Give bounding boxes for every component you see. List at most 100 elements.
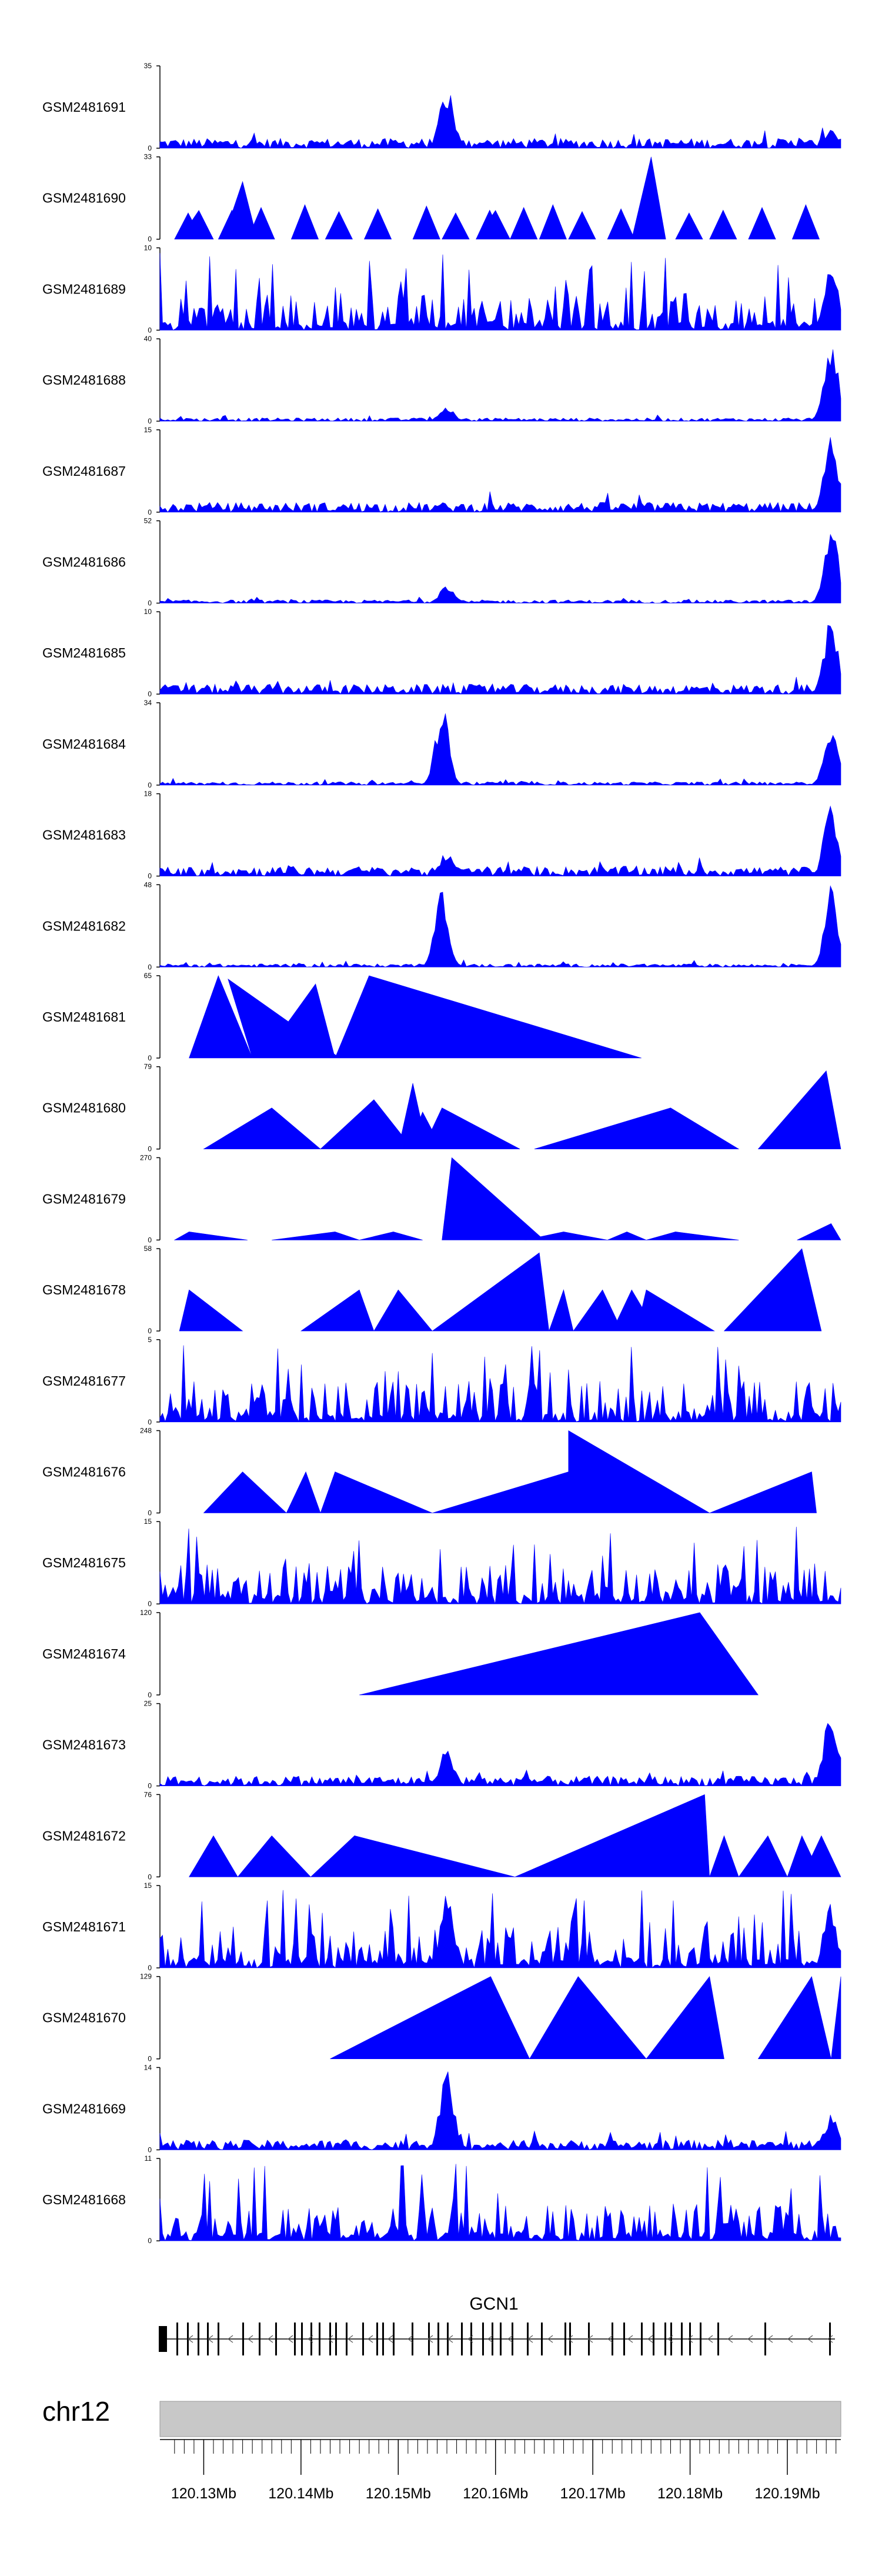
y-min-label: 0 xyxy=(148,872,152,880)
strand-arrow xyxy=(188,2335,193,2343)
gene-exon xyxy=(500,2323,502,2355)
track-gsm2481691: GSM2481691 35 0 xyxy=(42,62,841,152)
signal-area xyxy=(159,437,841,513)
track-gsm2481683: GSM2481683 18 0 xyxy=(42,790,841,880)
track-label: GSM2481685 xyxy=(42,645,126,660)
track-gsm2481675: GSM2481675 15 0 xyxy=(42,1517,841,1608)
x-axis: 120.13Mb 120.14Mb 120.15Mb 120.16Mb 120.17Mb… xyxy=(160,2439,841,2502)
y-max-label: 33 xyxy=(144,153,152,161)
signal-area xyxy=(159,253,841,331)
track-gsm2481681: GSM2481681 65 0 xyxy=(42,972,642,1062)
y-min-label: 0 xyxy=(148,2145,152,2154)
y-min-label: 0 xyxy=(148,1327,152,1335)
track-label: GSM2481671 xyxy=(42,1919,126,1934)
track-gsm2481687: GSM2481687 15 0 xyxy=(42,426,841,516)
track-gsm2481676: GSM2481676 248 0 xyxy=(42,1427,817,1517)
track-label: GSM2481691 xyxy=(42,99,126,115)
strand-arrow xyxy=(467,2335,473,2343)
x-tick-label: 120.18Mb xyxy=(657,2485,723,2502)
strand-arrow xyxy=(727,2335,733,2343)
gene-exon xyxy=(294,2323,296,2355)
gene-exon xyxy=(310,2323,312,2355)
track-gsm2481682: GSM2481682 48 0 xyxy=(42,880,841,971)
y-max-label: 270 xyxy=(140,1153,152,1162)
signal-area xyxy=(174,156,820,239)
signal-area xyxy=(159,95,841,149)
track-label: GSM2481686 xyxy=(42,555,126,570)
y-min-label: 0 xyxy=(148,1782,152,1790)
gene-exon xyxy=(700,2323,701,2355)
track-gsm2481669: GSM2481669 14 0 xyxy=(42,2063,841,2154)
y-min-label: 0 xyxy=(148,2237,152,2245)
track-label: GSM2481674 xyxy=(42,1646,126,1661)
y-max-label: 15 xyxy=(144,1517,152,1526)
gene-exon xyxy=(612,2323,613,2355)
signal-area xyxy=(203,1070,841,1149)
gene-model xyxy=(159,2323,835,2355)
strand-arrow xyxy=(228,2335,233,2343)
gene-exon xyxy=(301,2323,303,2355)
y-max-label: 79 xyxy=(144,1063,152,1071)
gene-exon xyxy=(664,2323,666,2355)
strand-arrow xyxy=(807,2335,813,2343)
signal-area xyxy=(179,1248,822,1332)
y-min-label: 0 xyxy=(148,235,152,243)
track-gsm2481684: GSM2481684 34 0 xyxy=(42,699,841,789)
y-max-label: 129 xyxy=(140,1973,152,1981)
track-label: GSM2481677 xyxy=(42,1373,126,1389)
gene-exon xyxy=(362,2323,364,2355)
strand-arrow xyxy=(827,2335,833,2343)
gene-exon xyxy=(564,2323,566,2355)
gene-name: GCN1 xyxy=(469,2294,518,2314)
track-gsm2481689: GSM2481689 10 0 xyxy=(42,243,841,334)
track-label: GSM2481687 xyxy=(42,463,126,479)
y-max-label: 10 xyxy=(144,608,152,616)
gene-exon xyxy=(482,2323,484,2355)
y-max-label: 52 xyxy=(144,517,152,525)
track-gsm2481670: GSM2481670 129 0 xyxy=(42,1973,841,2063)
track-label: GSM2481679 xyxy=(42,1191,126,1206)
signal-area xyxy=(159,625,841,695)
track-gsm2481688: GSM2481688 40 0 xyxy=(42,335,841,425)
y-max-label: 14 xyxy=(144,2063,152,2071)
y-max-label: 15 xyxy=(144,426,152,434)
y-max-label: 48 xyxy=(144,880,152,889)
signal-area xyxy=(189,975,642,1059)
strand-arrow xyxy=(288,2335,293,2343)
signal-area xyxy=(159,885,841,967)
y-min-label: 0 xyxy=(148,508,152,516)
track-label: GSM2481678 xyxy=(42,1282,126,1297)
strand-arrow xyxy=(387,2335,393,2343)
track-gsm2481686: GSM2481686 52 0 xyxy=(42,517,841,608)
strand-arrow xyxy=(547,2335,553,2343)
y-max-label: 11 xyxy=(145,2154,152,2163)
track-label: GSM2481684 xyxy=(42,736,126,752)
gene-exon xyxy=(689,2323,691,2355)
chromosome-ideogram xyxy=(159,2401,841,2437)
strand-arrow xyxy=(527,2335,533,2343)
signal-area xyxy=(159,1890,841,1968)
strand-arrow xyxy=(308,2335,313,2343)
gene-exon xyxy=(569,2323,571,2355)
track-gsm2481690: GSM2481690 33 0 xyxy=(42,153,820,243)
strand-arrow xyxy=(767,2335,773,2343)
gene-exon xyxy=(512,2323,513,2355)
gene-exon xyxy=(653,2323,654,2355)
strand-arrow xyxy=(248,2335,253,2343)
strand-arrow xyxy=(747,2335,753,2343)
track-label: GSM2481675 xyxy=(42,1555,126,1570)
signal-area xyxy=(159,349,841,422)
track-gsm2481671: GSM2481671 15 0 xyxy=(42,1881,841,1972)
track-label: GSM2481668 xyxy=(42,2192,126,2207)
gene-exon xyxy=(335,2323,337,2355)
gene-exon xyxy=(198,2323,199,2355)
strand-arrow xyxy=(328,2335,333,2343)
y-min-label: 0 xyxy=(148,781,152,789)
signal-area xyxy=(189,1794,841,1877)
y-max-label: 25 xyxy=(144,1700,152,1708)
track-label: GSM2481680 xyxy=(42,1100,126,1116)
strand-arrow xyxy=(587,2335,593,2343)
gene-exon xyxy=(412,2323,413,2355)
gene-exon xyxy=(437,2323,439,2355)
